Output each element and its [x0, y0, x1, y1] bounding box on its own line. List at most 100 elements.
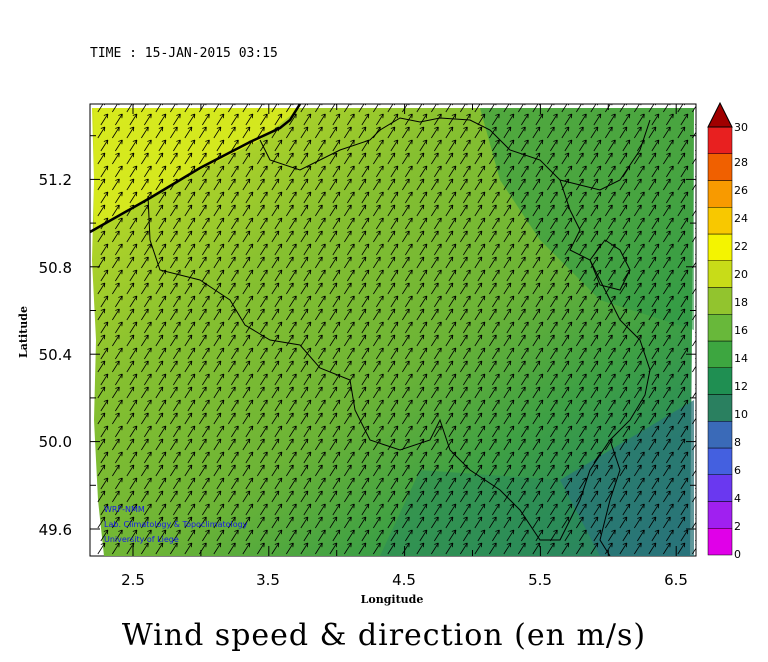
wind-arrow-icon — [648, 308, 657, 321]
wind-arrow-icon — [680, 295, 689, 308]
wind-arrow-icon — [434, 139, 442, 152]
wind-arrow-icon — [579, 321, 587, 334]
wind-arrow-icon — [216, 451, 225, 464]
wind-arrow-icon — [376, 529, 384, 542]
wind-arrow-icon — [170, 542, 178, 555]
wind-arrow-icon — [579, 217, 587, 230]
wind-arrow-icon — [518, 334, 526, 347]
wind-arrow-icon — [637, 165, 645, 178]
wind-arrow-icon — [619, 204, 628, 217]
wind-arrow-icon — [274, 477, 283, 490]
wind-arrow-icon — [692, 361, 696, 373]
wind-arrow-icon — [170, 152, 178, 165]
wind-arrow-icon — [637, 451, 645, 464]
wind-arrow-icon — [115, 295, 123, 308]
wind-arrow-icon — [666, 321, 674, 334]
wind-arrow-icon — [184, 230, 193, 243]
wind-arrow-icon — [260, 113, 268, 126]
wind-arrow-icon — [390, 373, 399, 386]
wind-arrow-icon — [390, 269, 399, 282]
wind-arrow-icon — [141, 256, 149, 269]
wind-arrow-icon — [605, 126, 613, 139]
wind-arrow-icon — [387, 126, 396, 139]
wind-arrow-icon — [329, 516, 338, 529]
wind-arrow-icon — [402, 490, 410, 503]
wind-arrow-icon — [405, 321, 413, 334]
wind-arrow-icon — [405, 269, 413, 282]
wind-arrow-icon — [521, 113, 529, 126]
wind-arrow-icon — [318, 217, 326, 230]
wind-arrow-icon — [503, 464, 512, 477]
wind-arrow-icon — [402, 360, 410, 373]
wind-arrow-icon — [373, 308, 381, 321]
wind-arrow-icon — [579, 191, 587, 204]
wind-arrow-icon — [445, 464, 454, 477]
wind-arrow-icon — [651, 139, 660, 152]
wind-arrow-icon — [605, 152, 613, 165]
wind-arrow-icon — [532, 334, 541, 347]
wind-arrow-icon — [518, 360, 526, 373]
wind-arrow-icon — [518, 438, 526, 451]
wind-arrow-icon — [608, 477, 616, 490]
netherlands-border — [559, 119, 651, 191]
y-axis-labels: 49.6 50.0 50.4 50.8 51.2 — [39, 171, 72, 539]
wind-arrow-icon — [651, 113, 660, 126]
wind-arrow-icon — [231, 139, 239, 152]
wind-arrow-icon — [431, 104, 439, 113]
wind-arrow-icon — [358, 308, 367, 321]
wind-arrow-icon — [489, 308, 497, 321]
wind-arrow-icon — [460, 178, 468, 191]
wind-arrow-icon — [550, 217, 558, 230]
wind-arrow-icon — [518, 542, 526, 555]
wind-arrow-icon — [361, 347, 370, 360]
wind-arrow-icon — [155, 516, 164, 529]
wind-arrow-icon — [260, 217, 268, 230]
wind-arrow-icon — [376, 113, 384, 126]
wind-arrow-icon — [564, 295, 573, 308]
wind-arrow-icon — [173, 113, 181, 126]
wind-arrow-icon — [387, 152, 396, 165]
wind-arrow-icon — [692, 205, 696, 217]
wind-arrow-icon — [474, 126, 483, 139]
wind-arrow-icon — [242, 360, 251, 373]
wind-arrow-icon — [141, 464, 149, 477]
wind-arrow-icon — [129, 347, 138, 360]
wind-arrow-icon — [590, 204, 599, 217]
wind-arrow-icon — [245, 373, 254, 386]
wind-arrow-icon — [187, 347, 196, 360]
wind-arrow-icon — [303, 399, 312, 412]
wind-arrow-icon — [561, 542, 570, 555]
wind-arrow-icon — [576, 256, 584, 269]
wind-arrow-icon — [448, 295, 457, 308]
wind-arrow-icon — [158, 165, 167, 178]
wind-arrow-icon — [561, 256, 570, 269]
wind-arrow-icon — [521, 191, 529, 204]
wind-arrow-icon — [315, 438, 323, 451]
wind-arrow-icon — [318, 243, 326, 256]
wind-arrow-icon — [376, 373, 384, 386]
wind-arrow-icon — [460, 542, 468, 555]
wind-arrow-icon — [547, 178, 555, 191]
wind-arrow-icon — [619, 230, 628, 243]
wind-arrow-icon — [474, 334, 483, 347]
wind-arrow-icon — [112, 256, 120, 269]
wind-arrow-icon — [184, 412, 193, 425]
wind-arrow-icon — [257, 464, 265, 477]
wind-arrow-icon — [126, 230, 135, 243]
wind-arrow-icon — [547, 256, 555, 269]
wind-arrow-icon — [260, 529, 268, 542]
wind-arrow-icon — [202, 113, 210, 126]
wind-arrow-icon — [474, 204, 483, 217]
wind-arrow-icon — [300, 308, 309, 321]
wind-arrow-icon — [100, 191, 109, 204]
wind-arrow-icon — [648, 104, 656, 113]
wind-arrow-icon — [431, 386, 439, 399]
wind-arrow-icon — [431, 360, 439, 373]
wind-arrow-icon — [303, 113, 312, 126]
wind-arrow-icon — [448, 425, 457, 438]
wind-arrow-icon — [300, 438, 309, 451]
wind-arrow-icon — [477, 399, 486, 412]
wind-arrow-icon — [318, 373, 326, 386]
wind-arrow-icon — [376, 347, 384, 360]
wind-arrow-icon — [373, 360, 381, 373]
